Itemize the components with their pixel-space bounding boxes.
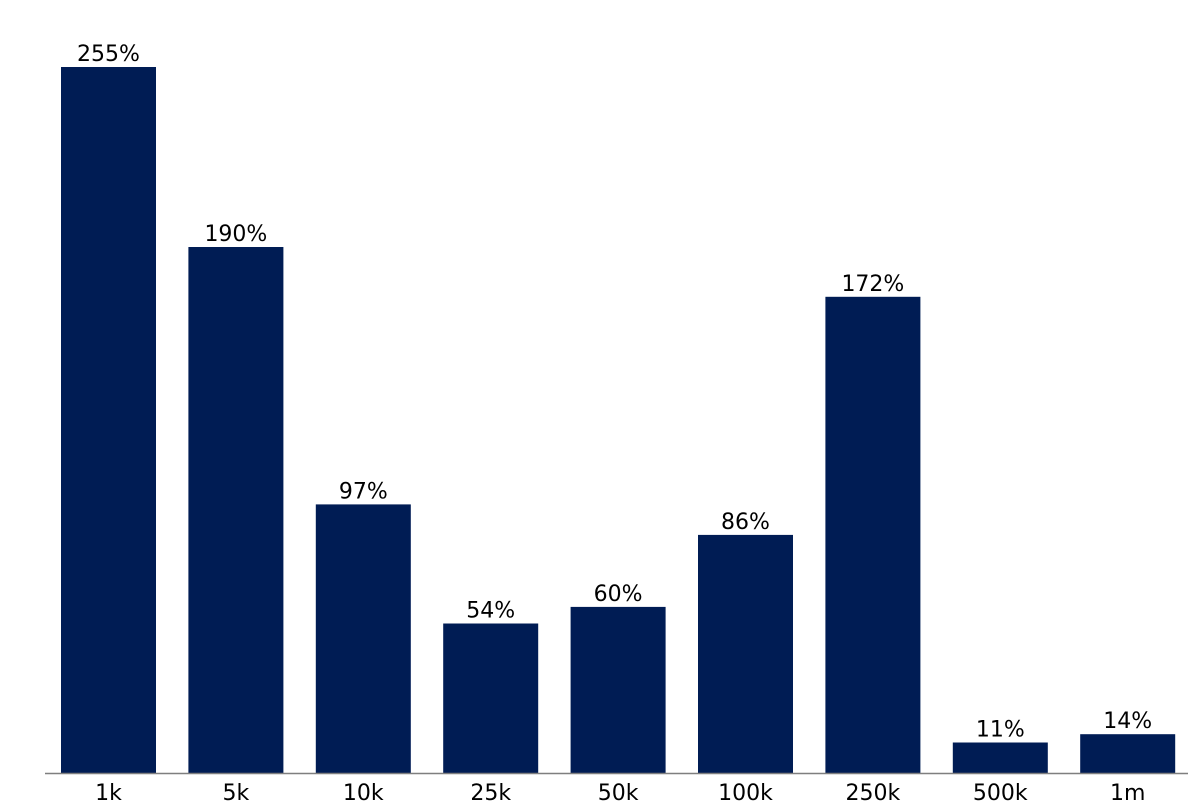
- bar-5k: [188, 247, 284, 773]
- value-label-10k: 97%: [339, 479, 388, 504]
- value-label-1k: 255%: [77, 42, 140, 67]
- bar-50k: [570, 606, 666, 773]
- value-labels-group: 255% 190% 97% 54% 60% 86% 172% 11% 14%: [77, 42, 1152, 743]
- x-tick-label-100k: 100k: [718, 781, 773, 806]
- value-label-1m: 14%: [1103, 709, 1152, 734]
- bar-10k: [315, 504, 411, 773]
- value-label-50k: 60%: [594, 582, 643, 607]
- bar-500k: [952, 742, 1048, 773]
- x-tick-label-5k: 5k: [223, 781, 250, 806]
- bar-100k: [698, 534, 793, 773]
- x-tick-label-10k: 10k: [343, 781, 384, 806]
- bars-group: [61, 67, 1176, 773]
- x-tick-labels-group: 1k 5k 10k 25k 50k 100k 250k 500k 1m: [95, 781, 1145, 806]
- bar-1k: [61, 67, 156, 773]
- value-label-5k: 190%: [204, 222, 267, 247]
- value-label-100k: 86%: [721, 510, 770, 535]
- x-tick-label-250k: 250k: [846, 781, 901, 806]
- x-tick-label-50k: 50k: [598, 781, 639, 806]
- x-tick-label-25k: 25k: [470, 781, 511, 806]
- value-label-500k: 11%: [976, 718, 1025, 743]
- x-tick-label-500k: 500k: [973, 781, 1028, 806]
- bar-1m: [1080, 734, 1176, 773]
- value-label-25k: 54%: [466, 599, 515, 624]
- x-tick-label-1k: 1k: [95, 781, 122, 806]
- bar-250k: [825, 296, 921, 773]
- x-tick-label-1m: 1m: [1110, 781, 1145, 806]
- bar-25k: [443, 623, 539, 773]
- value-label-250k: 172%: [841, 272, 904, 297]
